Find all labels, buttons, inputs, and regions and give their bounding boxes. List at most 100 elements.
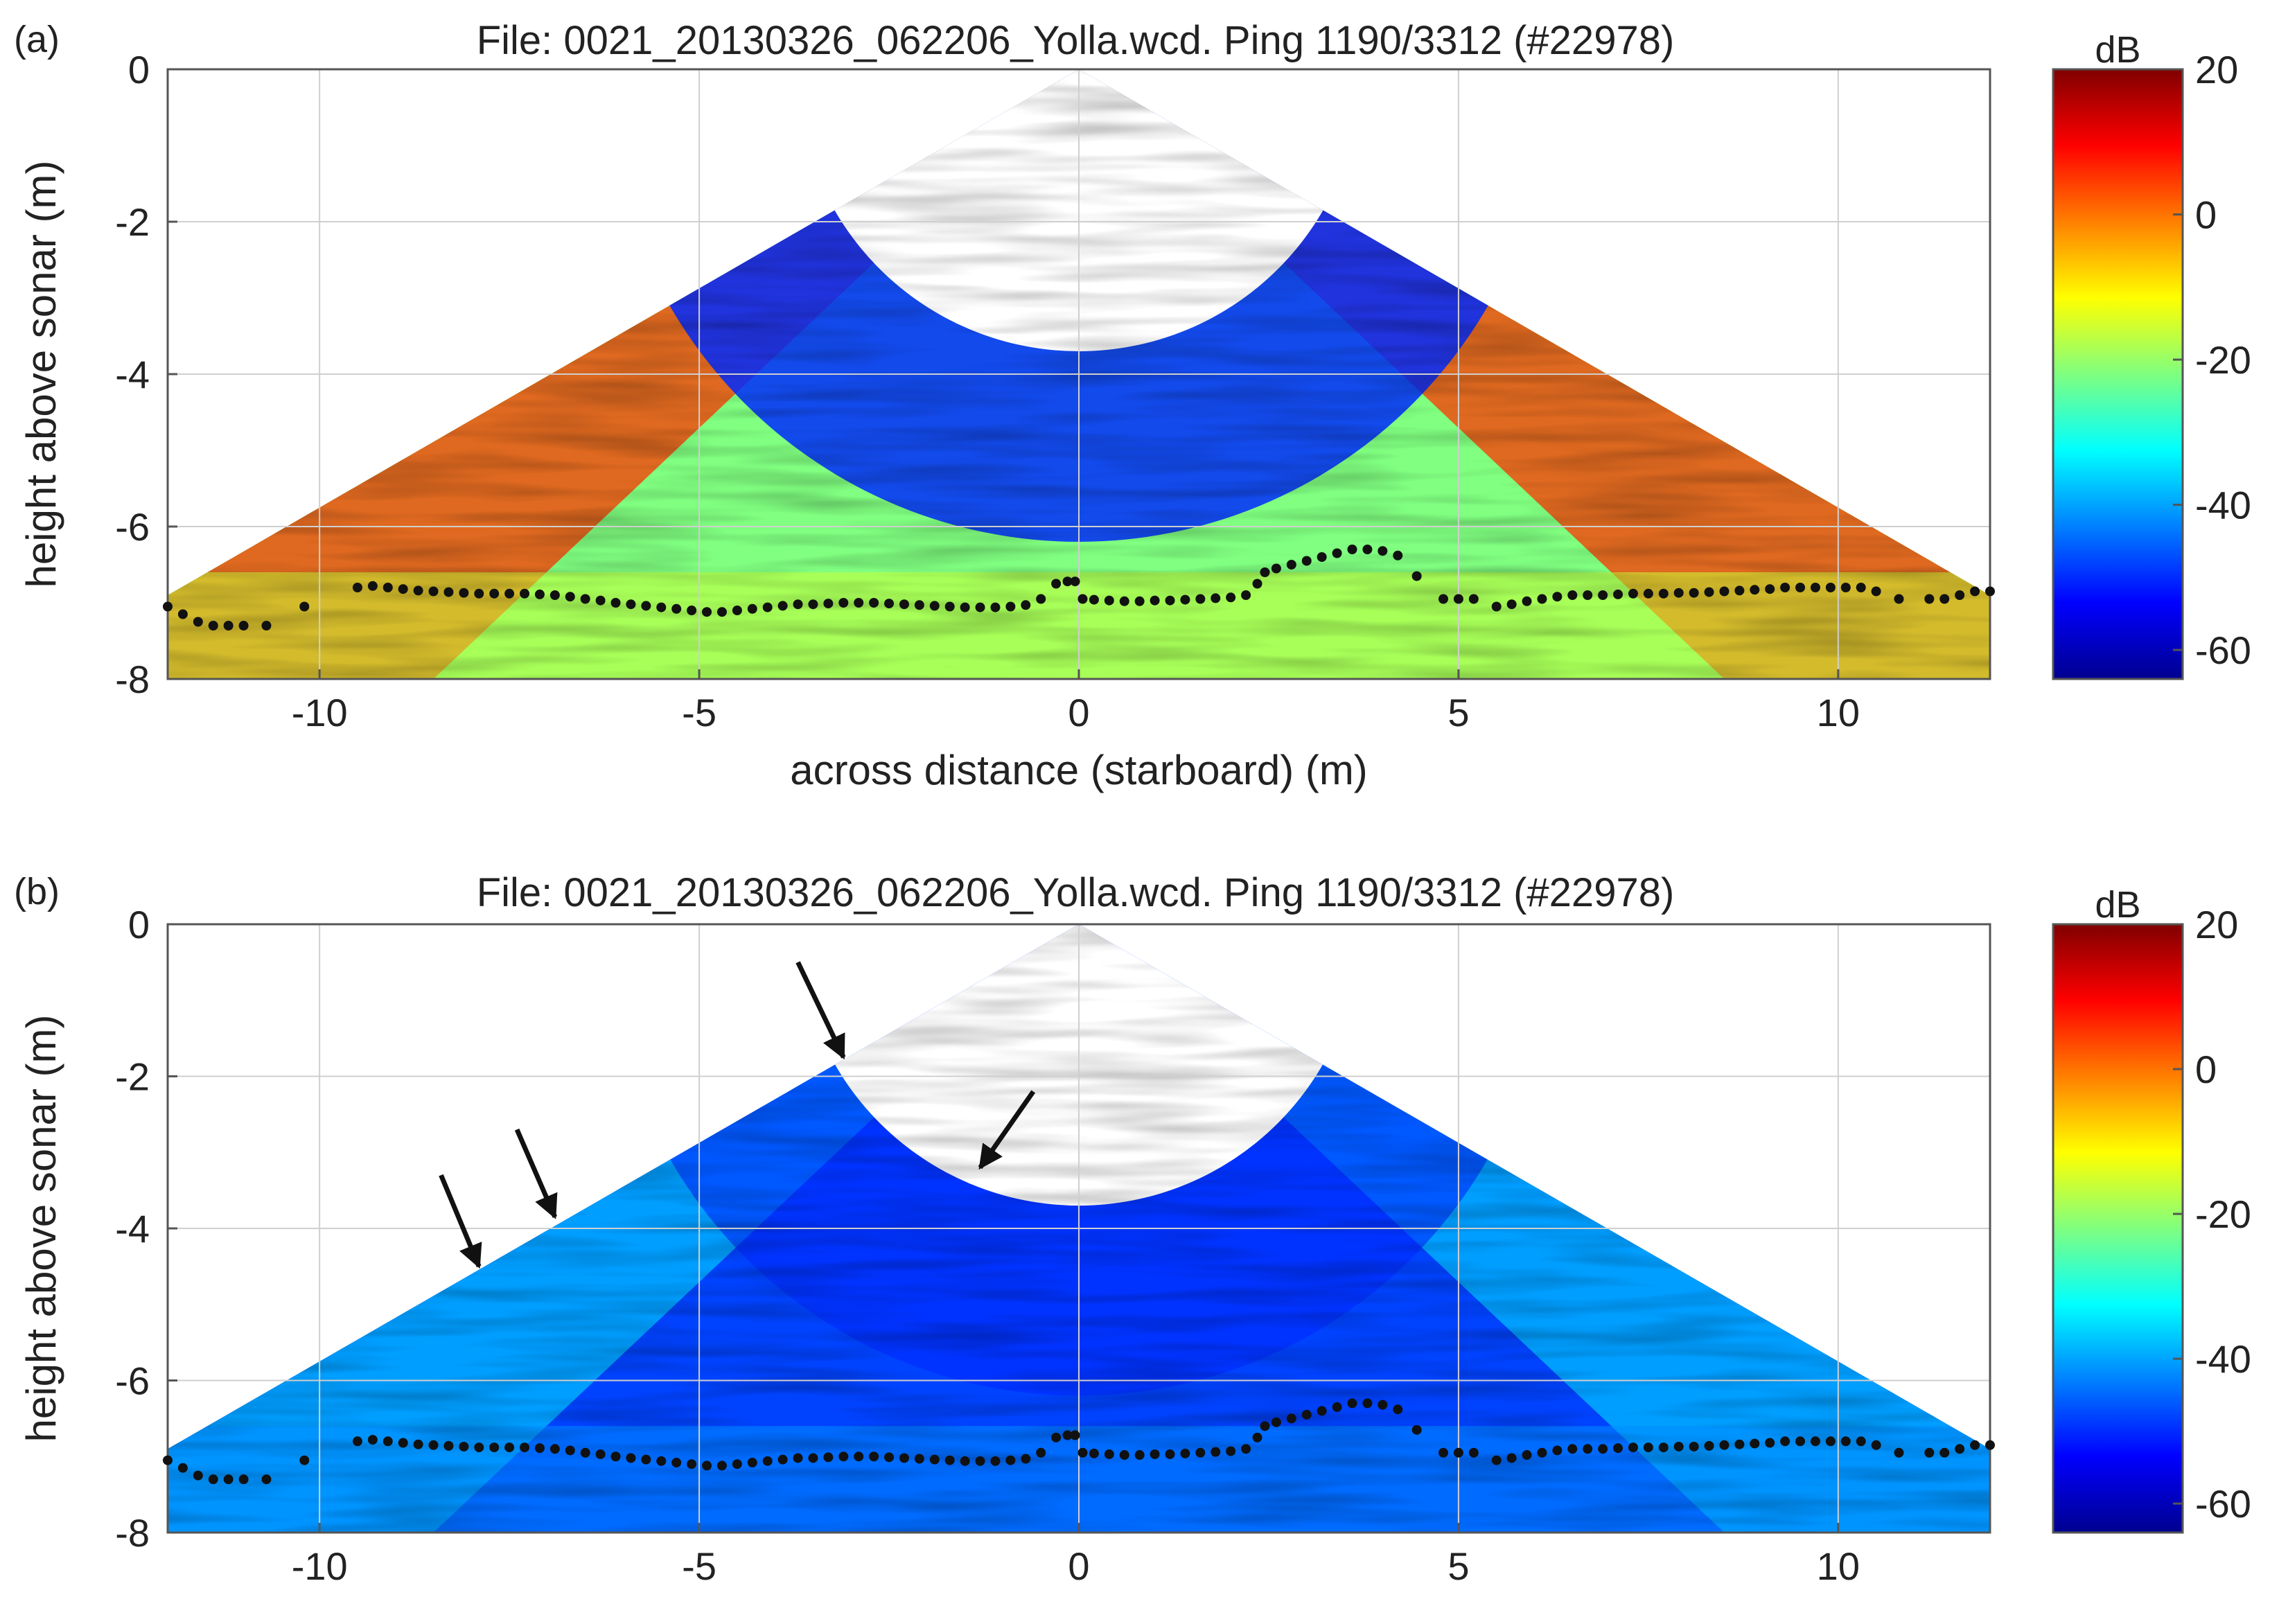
bottom-detection-point xyxy=(1119,1450,1129,1460)
bottom-detection-point xyxy=(1871,1440,1881,1450)
colorbar-tick-label: 0 xyxy=(2195,1048,2217,1091)
bottom-detection-point xyxy=(299,1455,310,1465)
x-tick-label: -5 xyxy=(682,691,716,734)
bottom-detection-point xyxy=(1985,586,1995,597)
panel-label: (b) xyxy=(14,871,60,912)
bottom-detection-point xyxy=(1301,556,1312,566)
bottom-detection-point xyxy=(884,1452,895,1463)
bottom-detection-point xyxy=(641,1454,651,1465)
bottom-detection-point xyxy=(443,587,454,597)
bottom-detection-point xyxy=(1260,567,1270,577)
bottom-detection-point xyxy=(474,1442,484,1453)
bottom-detection-point xyxy=(716,1460,727,1471)
bottom-detection-point xyxy=(1241,590,1251,600)
bottom-detection-point xyxy=(1393,1404,1403,1415)
bottom-detection-point xyxy=(1955,1444,1965,1454)
bottom-detection-point xyxy=(443,1440,454,1451)
bottom-detection-point xyxy=(777,1454,788,1465)
colorbar-ticks: 20 0 -20 -40 -60 xyxy=(2173,903,2251,1526)
colorbar-tick-label: -20 xyxy=(2195,1192,2251,1236)
bottom-detection-point xyxy=(1719,586,1730,597)
bottom-detection-point xyxy=(656,602,667,612)
colorbar-tick-label: -60 xyxy=(2195,628,2251,672)
bottom-detection-point xyxy=(1286,560,1296,570)
bottom-detection-point xyxy=(1537,1447,1547,1458)
bottom-detection-point xyxy=(1552,592,1563,602)
bottom-detection-point xyxy=(459,588,469,598)
bottom-detection-point xyxy=(238,1474,249,1485)
panel-a: (a) File: 0021_20130326_062206_Yolla.wcd… xyxy=(14,18,2251,793)
bottom-detection-point xyxy=(193,617,203,627)
bottom-detection-point xyxy=(1347,545,1357,554)
y-tick-label: -2 xyxy=(115,1055,150,1099)
bottom-detection-point xyxy=(793,599,803,610)
bottom-detection-point xyxy=(1134,1450,1145,1460)
bottom-detection-point xyxy=(1317,552,1327,562)
y-axis-label: height above sonar (m) xyxy=(18,1015,64,1442)
bottom-detection-point xyxy=(177,609,188,619)
bottom-detection-point xyxy=(1491,1455,1502,1465)
bottom-detection-point xyxy=(1939,594,1950,604)
bottom-detection-point xyxy=(504,1442,515,1453)
bottom-detection-point xyxy=(1583,590,1593,600)
panel-label: (a) xyxy=(14,19,60,60)
bottom-detection-point xyxy=(899,1453,909,1463)
colorbar-label: dB xyxy=(2095,884,2140,926)
x-tick-label: -10 xyxy=(292,1544,348,1588)
bottom-detection-point xyxy=(747,603,757,614)
bottom-detection-point xyxy=(1347,1398,1357,1409)
bottom-detection-point xyxy=(1411,571,1422,581)
bottom-detection-point xyxy=(1643,588,1653,599)
bottom-detection-point xyxy=(1070,576,1080,587)
bottom-detection-point xyxy=(1036,1447,1046,1458)
bottom-detection-point xyxy=(687,606,697,615)
bottom-detection-point xyxy=(1719,1440,1730,1450)
colorbar-tick-label: -40 xyxy=(2195,484,2251,527)
x-tick-label: -5 xyxy=(682,1544,716,1588)
bottom-detection-point xyxy=(1271,1417,1281,1427)
bottom-detection-point xyxy=(1195,1447,1206,1458)
chart-title: File: 0021_20130326_062206_Yolla.wcd. Pi… xyxy=(477,18,1675,63)
bottom-detection-point xyxy=(1894,594,1904,604)
bottom-detection-point xyxy=(960,602,970,612)
bottom-detection-point xyxy=(838,1451,849,1462)
bottom-detection-point xyxy=(610,598,621,608)
colorbar-label: dB xyxy=(2095,29,2140,71)
bottom-detection-point xyxy=(1810,583,1820,592)
bottom-detection-point xyxy=(1780,583,1790,592)
bottom-detection-point xyxy=(1180,1448,1190,1458)
bottom-detection-point xyxy=(428,1440,439,1450)
bottom-detections xyxy=(163,1398,1995,1485)
bottom-detection-point xyxy=(474,588,484,599)
colorbar-tick-label: 0 xyxy=(2195,193,2217,237)
bottom-detection-point xyxy=(1062,576,1073,587)
bottom-detection-point xyxy=(1825,1436,1836,1447)
bottom-detection-point xyxy=(1180,594,1190,605)
bottom-detection-point xyxy=(975,602,985,612)
bottom-detection-point xyxy=(641,601,651,611)
bottom-detection-point xyxy=(1810,1436,1820,1447)
bottom-detection-point xyxy=(990,1456,1001,1466)
bottom-detection-point xyxy=(208,621,218,630)
bottom-detection-point xyxy=(565,592,575,602)
bottom-detection-point xyxy=(261,1474,272,1485)
bottom-detection-point xyxy=(1643,1442,1653,1453)
bottom-detection-point xyxy=(1856,1436,1866,1447)
bottom-detection-point xyxy=(163,1455,173,1465)
bottom-detection-point xyxy=(1021,600,1031,610)
bottom-detection-point xyxy=(1491,601,1502,612)
bottom-detection-point xyxy=(1613,589,1623,599)
bottom-detection-point xyxy=(610,1451,621,1462)
bottom-detection-point xyxy=(1871,586,1881,597)
bottom-detection-point xyxy=(1150,1449,1160,1459)
bottom-detection-point xyxy=(1089,1448,1099,1458)
bottom-detection-point xyxy=(732,1459,742,1469)
bottom-detection-point xyxy=(1332,1402,1342,1412)
bottom-detection-point xyxy=(1955,590,1965,600)
bottom-detection-point xyxy=(823,599,834,609)
y-axis-label: height above sonar (m) xyxy=(18,161,64,588)
colorbar-tick-label: -60 xyxy=(2195,1482,2251,1526)
bottom-detection-point xyxy=(1051,1432,1062,1442)
x-axis: -10 -5 0 5 10 xyxy=(292,669,1860,734)
bottom-detection-point xyxy=(382,583,393,592)
